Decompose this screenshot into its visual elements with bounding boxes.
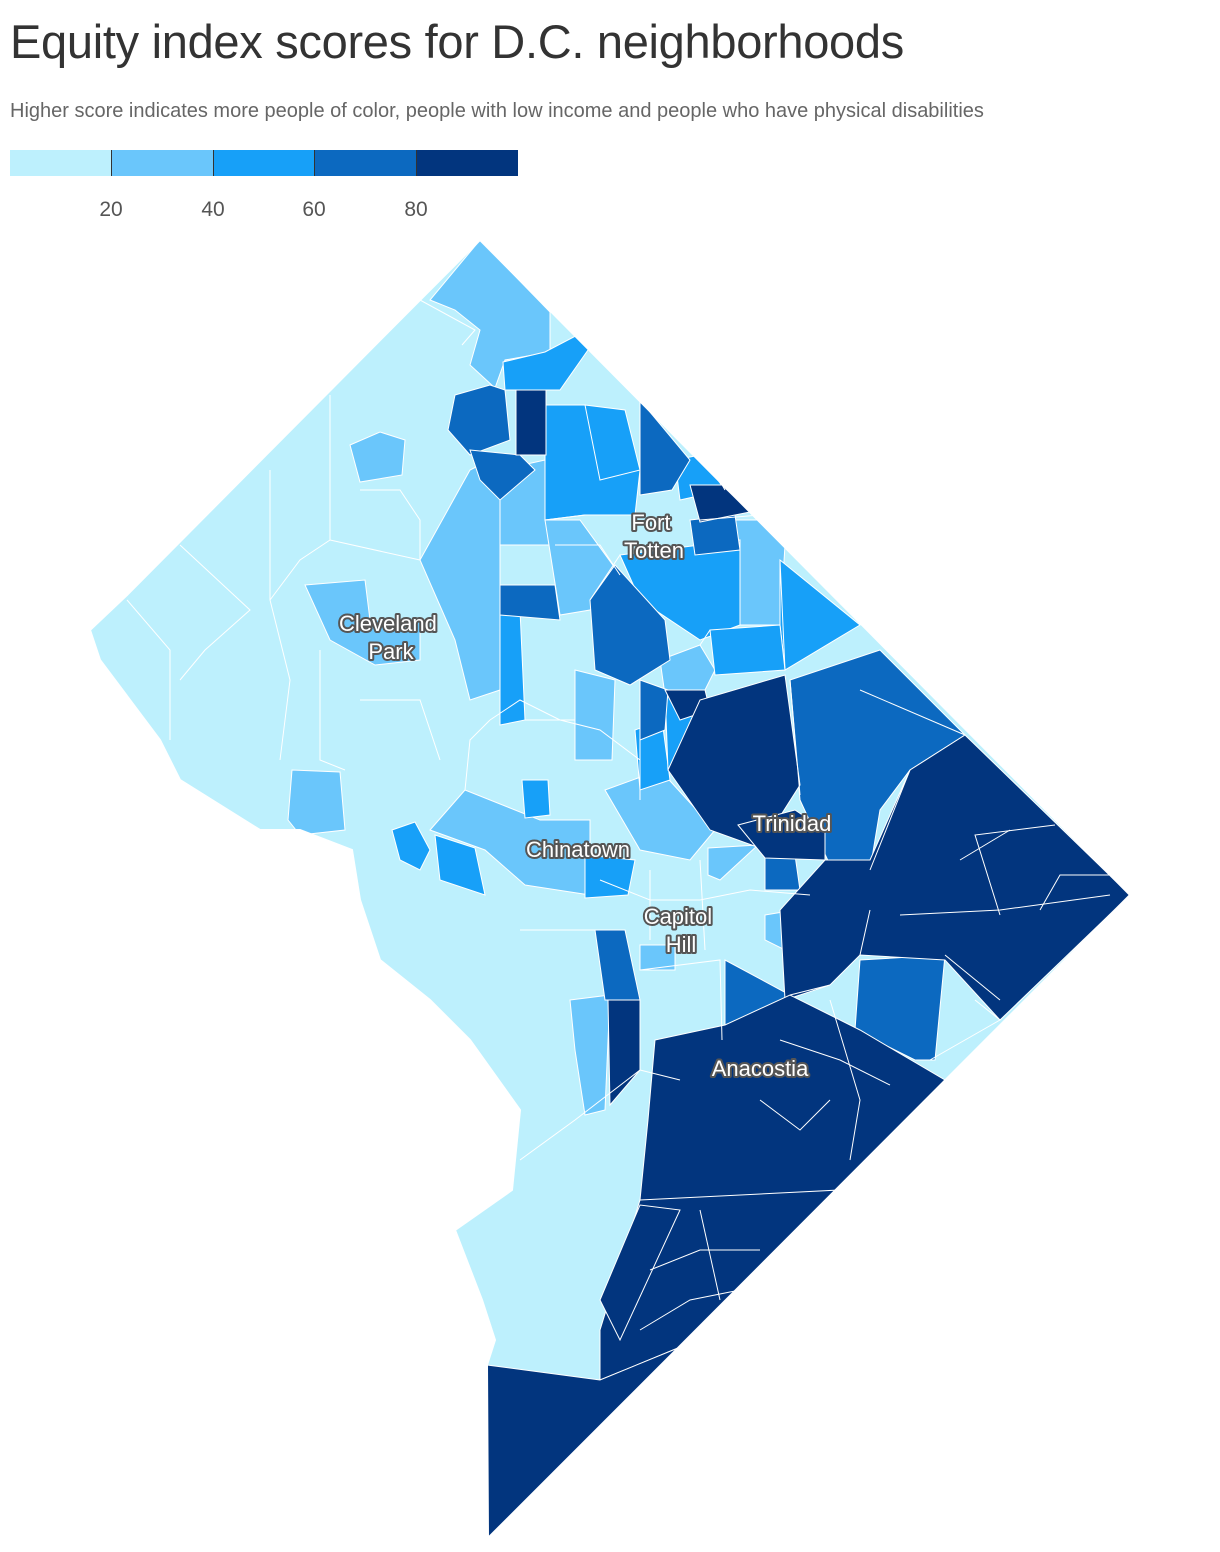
legend-tick-80: [416, 150, 417, 176]
region-takoma: [639, 398, 691, 496]
legend-swatch-60-80: [314, 150, 417, 176]
region-trinidad-west: [707, 844, 760, 881]
legend-label-20: 20: [99, 198, 123, 221]
legend-label-40: 40: [201, 198, 225, 221]
region-eckington: [639, 679, 669, 741]
legend-tick-60: [314, 150, 315, 176]
region-north-portal: [447, 384, 511, 456]
chart-title: Equity index scores for D.C. neighborhoo…: [10, 15, 904, 68]
region-logan-circle: [521, 779, 551, 819]
dc-boundary-outline: [88, 238, 1132, 1541]
legend-label-80: 80: [404, 198, 428, 221]
region-trinidad: [737, 809, 826, 861]
region-fort-totten: [689, 514, 741, 556]
region-eastern-gardens: [667, 674, 801, 849]
legend-tick-40: [213, 150, 214, 176]
label-capitol-hill: Capitol Hill: [644, 904, 719, 957]
region-brookland: [709, 624, 786, 676]
region-georgetown-east: [391, 821, 431, 871]
region-southwest-waterfront: [569, 994, 611, 1116]
region-mt-vernon-square: [584, 854, 636, 899]
region-foggy-bottom: [434, 834, 486, 896]
legend-label-60: 60: [302, 198, 326, 221]
label-capitol-hill-line1: Capitol: [644, 904, 712, 929]
region-columbia-heights: [499, 609, 526, 726]
label-fort-totten: Fort Totten: [624, 510, 684, 563]
label-cleveland-park-line2: Park: [368, 639, 414, 664]
region-capitol-hill-south: [639, 944, 676, 971]
region-washington-highlands: [599, 1204, 681, 1342]
region-pleasant-hill: [499, 584, 561, 621]
legend-swatch-80-100: [416, 150, 518, 176]
map-regions: [90, 240, 1130, 1538]
legend-tick-20: [111, 150, 112, 176]
label-trinidad: Trinidad: [753, 811, 832, 836]
region-cleveland-park-west: [304, 579, 421, 666]
legend-swatch-20-40: [111, 150, 214, 176]
region-northwest-tip: [429, 240, 551, 389]
legend-color-bar: [10, 150, 518, 176]
region-brookland-north: [589, 564, 671, 686]
place-labels: Fort Totten Cleveland Park Trinidad Chin…: [337, 508, 833, 1083]
label-chinatown: Chinatown: [526, 837, 630, 862]
region-brightwood: [469, 449, 536, 501]
label-cleveland-park: Cleveland Park: [339, 611, 443, 664]
dc-map-svg: Fort Totten Cleveland Park Trinidad Chin…: [88, 238, 1132, 1541]
region-shaw: [574, 669, 616, 761]
label-cleveland-park-line1: Cleveland: [339, 611, 437, 636]
chart-subtitle: Higher score indicates more people of co…: [10, 100, 984, 122]
region-glover-park: [287, 769, 346, 836]
label-fort-totten-line1: Fort: [631, 510, 670, 535]
label-fort-totten-line2: Totten: [624, 538, 684, 563]
region-michigan-park: [734, 519, 786, 626]
label-capitol-hill-line2: Hill: [666, 932, 697, 957]
legend-swatch-40-60: [213, 150, 315, 176]
legend-swatch-0-20: [10, 150, 112, 176]
region-river-terrace: [764, 854, 801, 891]
color-legend: 20 40 60 80: [10, 150, 518, 230]
region-shepherd-park: [515, 389, 547, 456]
choropleth-map: Fort Totten Cleveland Park Trinidad Chin…: [0, 230, 1220, 1552]
label-anacostia: Anacostia: [712, 1056, 809, 1081]
region-van-ness: [349, 431, 406, 483]
